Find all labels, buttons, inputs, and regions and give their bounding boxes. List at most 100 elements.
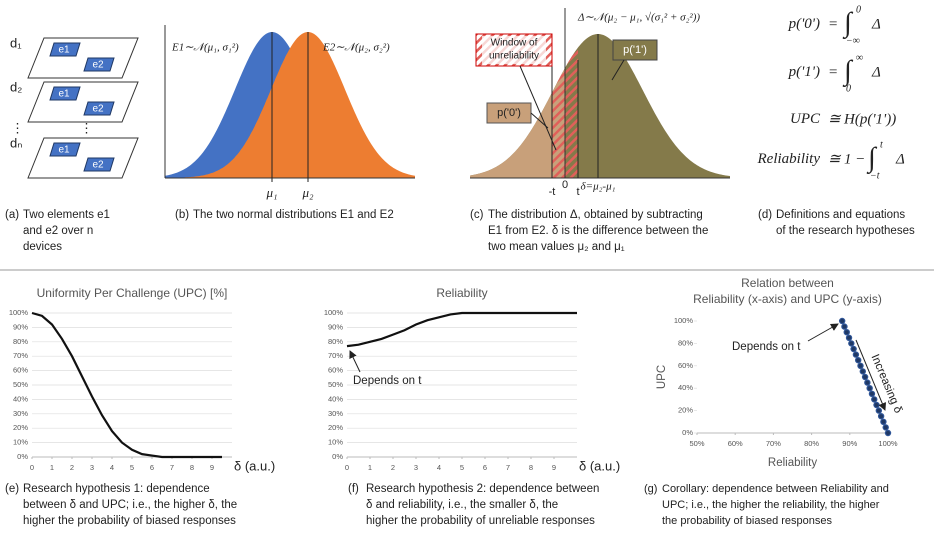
x-tick-label: 3 — [414, 463, 418, 472]
chart-title: Uniformity Per Challenge (UPC) [%] — [37, 286, 228, 300]
data-point — [884, 429, 892, 437]
x-tick-label: 60% — [728, 439, 743, 448]
data-point — [864, 379, 871, 386]
x-tick-label: 80% — [804, 439, 819, 448]
y-tick-label: 60% — [678, 361, 693, 370]
device — [27, 81, 139, 123]
equation: UPC — [790, 111, 821, 127]
pointer — [519, 65, 557, 151]
data-point — [859, 368, 866, 375]
data-point — [841, 323, 848, 330]
equation: p('1') — [788, 64, 820, 80]
x-tick-label: 90% — [842, 439, 857, 448]
caption-text: E1 from E2. δ is the difference between … — [488, 225, 708, 237]
window-box-bg — [482, 36, 546, 64]
overlap — [165, 48, 415, 178]
data-point — [850, 345, 857, 353]
annotation: Depends on t — [353, 375, 422, 387]
caption-text: Research hypothesis 2: dependence betwee… — [366, 483, 599, 495]
integral: ∫ — [842, 7, 854, 39]
upper-bound: t — [880, 139, 883, 150]
device-label: d₁ — [10, 35, 22, 50]
x-tick-label: 3 — [90, 463, 94, 472]
equation-lhs: p('1') — [788, 64, 820, 80]
element — [83, 101, 115, 116]
p1-label: p('1') — [623, 44, 647, 56]
upper-bound: 0 — [856, 4, 861, 15]
tick-label: -t — [549, 186, 556, 198]
data-point — [866, 385, 873, 392]
x-tick-label: 5 — [460, 463, 464, 472]
y-tick-label: 30% — [328, 409, 343, 418]
data-point — [875, 407, 883, 414]
equation-prefix: 1 − — [844, 151, 865, 167]
y-tick-label: 40% — [328, 394, 343, 403]
x-tick-label: 5 — [130, 463, 134, 472]
caption-text: UPC; i.e., the higher the reliability, t… — [662, 499, 880, 511]
integral: ∫ — [842, 55, 854, 87]
y-tick-label: 0% — [17, 452, 28, 461]
caption-text: the probability of biased responses — [662, 515, 832, 527]
annotation-arrow — [807, 323, 839, 342]
data-point — [861, 373, 869, 381]
element-label: e1 — [58, 145, 70, 156]
x-tick-label: 0 — [345, 463, 349, 472]
caption-text: and e2 over n — [23, 225, 93, 237]
data-point — [880, 418, 887, 425]
element-label: e1 — [58, 89, 70, 100]
element — [83, 57, 115, 72]
equation: p('0') — [788, 16, 820, 32]
data-point — [868, 390, 876, 397]
x-tick-label: 9 — [210, 463, 214, 472]
y-axis-label: UPC — [656, 365, 668, 389]
chart-title: Reliability (x-axis) and UPC (y-axis) — [693, 292, 882, 306]
equation-op: = — [828, 16, 838, 32]
equation-body: Δ — [871, 16, 881, 32]
x-tick-label: 6 — [483, 463, 487, 472]
y-tick-label: 50% — [328, 380, 343, 389]
dist-label: E2∼𝒩(μ₂, σ₂²) — [322, 42, 390, 54]
chart-title: Relation between — [741, 276, 834, 290]
annotation: Depends on t — [732, 341, 801, 353]
element-label: e2 — [92, 60, 104, 71]
ellipsis: ⋮ — [80, 120, 93, 135]
data-point — [871, 396, 878, 403]
caption-text: higher the probability of unreliable res… — [366, 515, 595, 527]
lower-bound: −∞ — [846, 35, 860, 46]
x-tick-label: 6 — [150, 463, 154, 472]
annotation-arrow — [349, 350, 361, 373]
data-point — [848, 340, 855, 347]
data-point — [857, 362, 864, 369]
x-tick-label: 4 — [437, 463, 441, 472]
caption-text: two mean values μ₂ and μ₁ — [488, 241, 625, 253]
caption-text: Two elements e1 — [23, 209, 110, 221]
lower-bound: 0 — [846, 83, 851, 94]
equation-lhs: Reliability — [757, 151, 821, 167]
device — [27, 137, 139, 179]
x-tick-label: 70% — [766, 439, 781, 448]
y-tick-label: 10% — [13, 438, 28, 447]
p0-label: p('0') — [497, 107, 521, 119]
data-line — [346, 311, 577, 348]
equation-op: ≅ — [828, 151, 842, 167]
x-tick-label: 0 — [30, 463, 34, 472]
x-axis-label: δ (a.u.) — [579, 458, 620, 473]
y-tick-label: 20% — [328, 423, 343, 432]
lower-bound: −t — [870, 170, 880, 181]
data-point — [877, 413, 885, 420]
caption-text: devices — [23, 241, 62, 253]
y-tick-label: 60% — [13, 366, 28, 375]
equation-body: H(p('1')) — [843, 111, 896, 127]
data-point — [843, 329, 850, 336]
x-tick-label: 9 — [552, 463, 556, 472]
delta-label: δ=μ₂-μ₁ — [581, 181, 616, 193]
x-tick-label: 2 — [70, 463, 74, 472]
y-tick-label: 80% — [678, 338, 693, 347]
equation-op: = — [828, 64, 838, 80]
equation-lhs: UPC — [790, 111, 821, 127]
upper-bound: ∞ — [856, 52, 863, 63]
caption-text: Research hypothesis 1: dependence — [23, 483, 210, 495]
window-label: Window of — [491, 38, 538, 49]
element — [49, 142, 81, 157]
